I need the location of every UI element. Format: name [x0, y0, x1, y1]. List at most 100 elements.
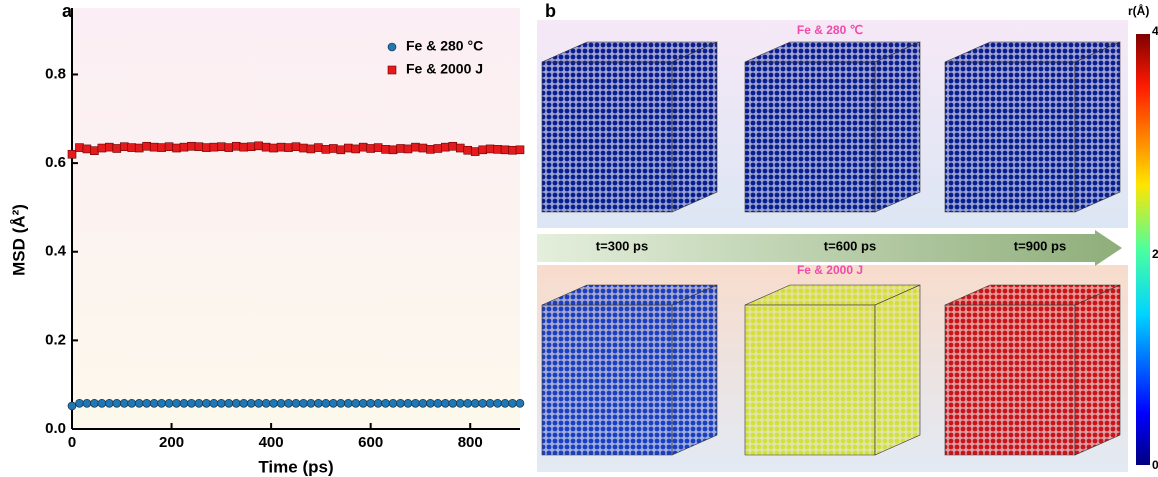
marker — [351, 398, 361, 408]
marker — [67, 401, 77, 411]
marker — [194, 398, 204, 408]
marker — [515, 398, 525, 408]
marker — [500, 398, 510, 408]
y-tick-label: 0.2 — [45, 331, 66, 348]
marker — [411, 398, 420, 408]
marker — [157, 143, 166, 152]
marker — [396, 398, 405, 408]
marker — [172, 398, 181, 408]
cube-face — [541, 304, 673, 456]
marker — [254, 141, 263, 151]
marker — [187, 398, 196, 408]
marker — [358, 142, 368, 152]
marker — [179, 142, 189, 152]
marker — [463, 145, 473, 155]
marker — [321, 145, 331, 154]
marker — [105, 142, 114, 152]
top-title: Fe & 280 ℃ — [797, 23, 863, 37]
marker — [470, 147, 480, 156]
legend-label: Fe & 2000 J — [406, 61, 483, 77]
marker — [463, 398, 473, 408]
cube-face — [541, 61, 673, 213]
marker — [478, 398, 487, 408]
x-tick-label: 400 — [259, 434, 284, 451]
marker — [403, 398, 413, 408]
colorbar — [1136, 34, 1150, 465]
marker — [373, 143, 383, 152]
marker — [142, 398, 151, 408]
marker — [231, 141, 241, 151]
marker — [500, 145, 510, 155]
colorbar-tick: 4 — [1152, 24, 1158, 38]
cube-face — [744, 304, 876, 456]
marker — [187, 141, 196, 151]
marker — [441, 142, 450, 152]
marker — [388, 145, 398, 155]
marker — [373, 398, 383, 408]
marker — [343, 143, 353, 153]
marker — [291, 398, 301, 408]
marker — [261, 398, 271, 408]
marker — [388, 398, 398, 408]
marker — [336, 145, 346, 155]
marker — [269, 143, 278, 153]
cube-face — [671, 284, 718, 456]
marker — [314, 143, 323, 152]
marker — [224, 143, 234, 152]
marker — [329, 144, 338, 153]
colorbar-tick: 2 — [1152, 247, 1158, 261]
bottom-title: Fe & 2000 J — [797, 263, 863, 277]
marker — [105, 398, 114, 408]
marker — [127, 143, 137, 152]
time-label: t=300 ps — [596, 238, 648, 253]
legend-marker — [387, 42, 397, 52]
marker — [426, 145, 435, 154]
marker — [261, 142, 271, 152]
marker — [336, 398, 346, 408]
marker — [455, 143, 465, 153]
marker — [217, 398, 226, 408]
marker — [306, 144, 316, 154]
cube-face — [744, 61, 876, 213]
marker — [381, 145, 390, 154]
marker — [284, 143, 293, 152]
legend-marker — [387, 65, 397, 75]
marker — [411, 142, 420, 152]
marker — [329, 398, 338, 408]
marker — [306, 398, 316, 408]
time-arrow — [537, 230, 1122, 266]
marker — [418, 398, 428, 408]
marker — [448, 398, 458, 408]
marker — [493, 145, 502, 154]
marker — [231, 398, 241, 408]
marker — [246, 142, 256, 152]
marker — [82, 398, 92, 408]
marker — [284, 398, 293, 408]
marker — [239, 142, 249, 152]
panel-label: a — [62, 1, 73, 21]
marker — [217, 142, 226, 152]
marker — [164, 398, 174, 408]
panel-label: b — [545, 1, 556, 21]
marker — [246, 398, 256, 408]
marker — [202, 398, 211, 408]
marker — [254, 398, 263, 408]
marker — [194, 142, 204, 152]
marker — [358, 398, 368, 408]
marker — [493, 398, 502, 408]
marker — [67, 149, 77, 159]
marker — [508, 398, 517, 408]
marker — [149, 398, 159, 408]
marker — [470, 398, 480, 408]
marker — [157, 398, 166, 408]
marker — [291, 142, 301, 152]
marker — [478, 145, 487, 155]
marker — [418, 143, 428, 153]
marker — [508, 145, 517, 155]
marker — [485, 144, 495, 154]
marker — [209, 142, 219, 152]
marker — [321, 398, 331, 408]
marker — [396, 144, 405, 153]
y-tick-label: 0.0 — [45, 420, 66, 437]
marker — [75, 398, 84, 408]
